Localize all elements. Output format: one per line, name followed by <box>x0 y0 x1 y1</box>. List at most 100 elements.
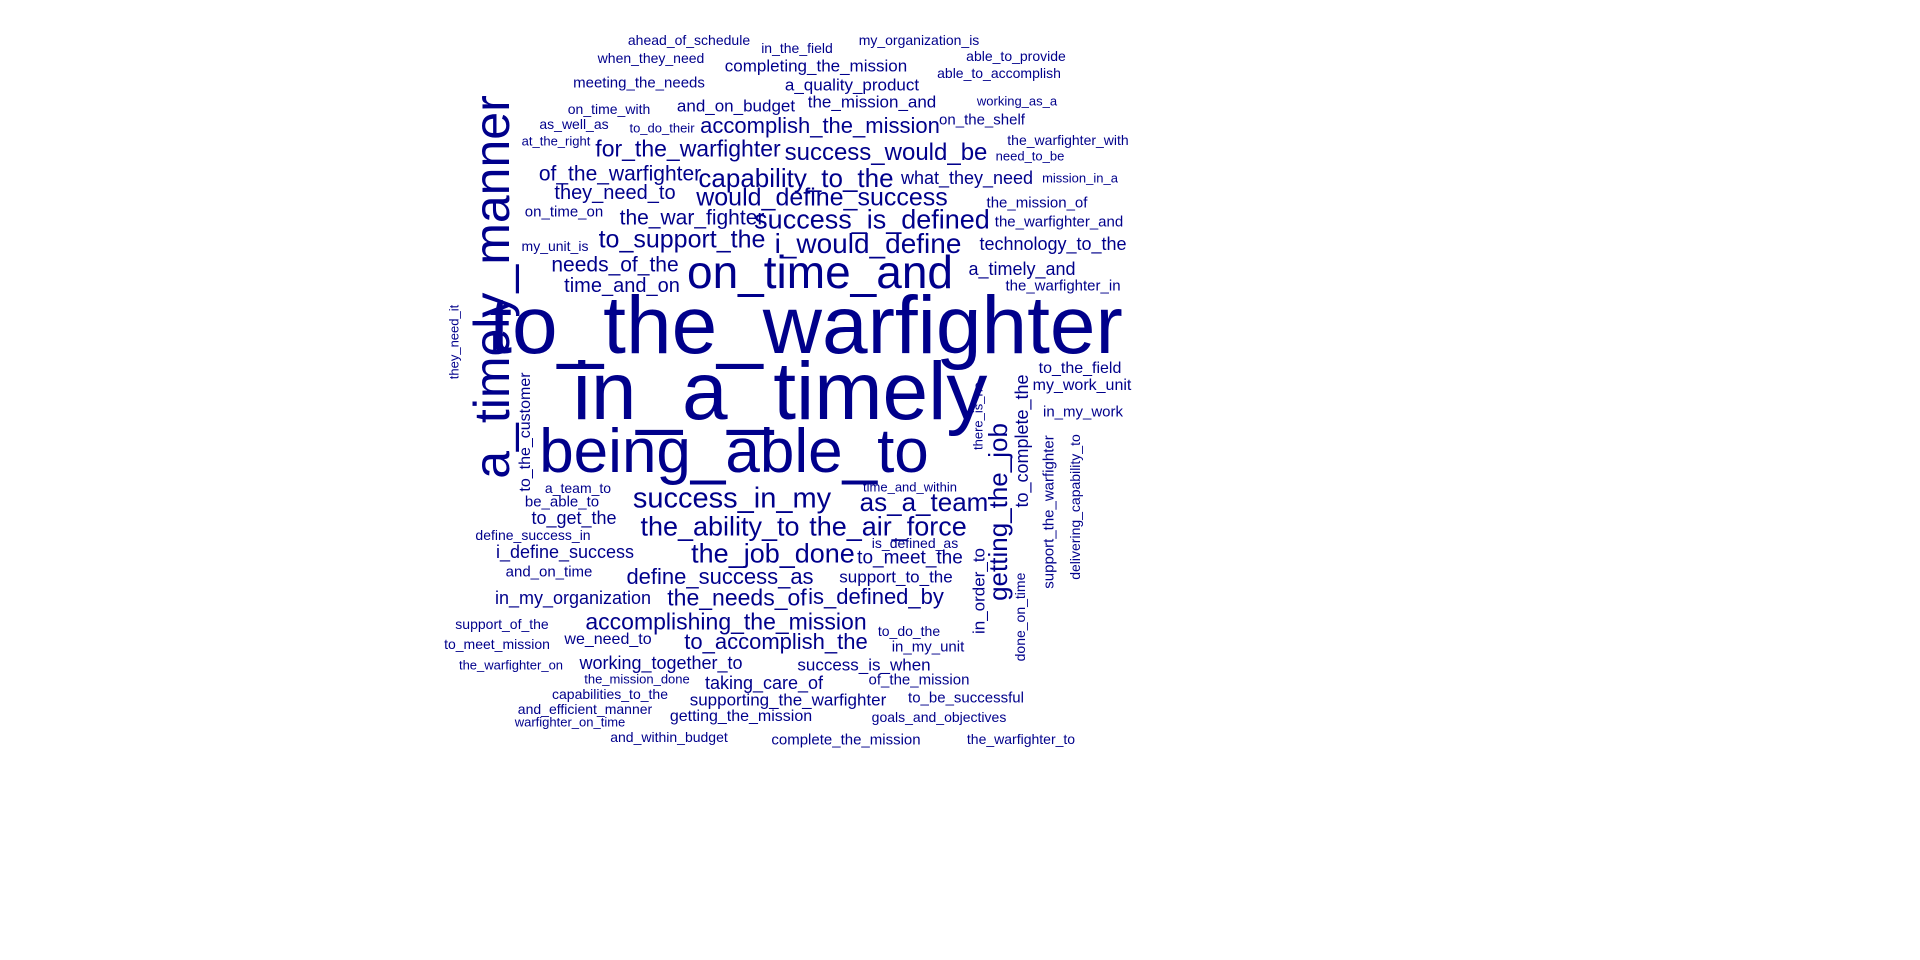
cloud-word: is_defined_by <box>808 584 944 609</box>
cloud-word: on_the_shelf <box>939 111 1025 129</box>
cloud-word: and_within_budget <box>610 729 728 745</box>
cloud-word: in_order_to <box>969 547 989 635</box>
cloud-word: technology_to_the <box>979 234 1127 254</box>
cloud-word: support_of_the <box>455 616 549 632</box>
cloud-word: in_a_timely <box>572 346 988 437</box>
cloud-word: to_support_the <box>598 225 766 254</box>
cloud-word: goals_and_objectives <box>871 709 1007 725</box>
cloud-word: at_the_right <box>521 133 591 149</box>
cloud-word: a_team_to <box>544 480 612 496</box>
cloud-word: done_on_time <box>1012 572 1028 662</box>
cloud-word: of_the_mission <box>868 671 970 689</box>
cloud-word: to_complete_the <box>1012 374 1032 508</box>
cloud-word: on_time_on <box>524 203 604 221</box>
cloud-word: to_accomplish_the <box>684 629 868 654</box>
cloud-word: for_the_warfighter <box>595 135 781 162</box>
cloud-word: define_success_in <box>475 527 591 543</box>
cloud-word: accomplishing_the_mission <box>585 608 867 635</box>
cloud-word: a_quality_product <box>784 75 920 95</box>
cloud-word: able_to_accomplish <box>937 65 1061 81</box>
cloud-word: capability_to_the <box>698 163 894 193</box>
cloud-word: be_able_to <box>524 493 600 511</box>
cloud-word: we_need_to <box>564 631 652 648</box>
cloud-word: delivering_capability_to <box>1067 434 1083 580</box>
cloud-word: meeting_the_needs <box>573 74 705 92</box>
cloud-word: the_warfighter_on <box>458 657 564 673</box>
cloud-word: on_time_with <box>567 101 651 117</box>
cloud-word: of_the_warfighter <box>538 162 702 186</box>
cloud-word: to_do_their <box>629 120 695 136</box>
cloud-word: supporting_the_warfighter <box>689 690 887 710</box>
cloud-word: support_to_the <box>839 567 953 587</box>
cloud-word: the_ability_to <box>640 511 800 542</box>
cloud-word: success_is_defined <box>754 204 990 235</box>
cloud-word: and_efficient_manner <box>517 701 653 717</box>
cloud-word: would_define_success <box>696 183 948 212</box>
cloud-word: the_war_fighter <box>619 206 765 230</box>
cloud-word: able_to_provide <box>966 48 1066 64</box>
cloud-word: in_my_unit <box>891 638 965 656</box>
cloud-word: being_able_to <box>539 417 929 486</box>
cloud-word: the_mission_of <box>986 194 1088 212</box>
cloud-word: my_organization_is <box>858 32 980 48</box>
cloud-word: time_and_within <box>863 479 957 495</box>
cloud-word: in_my_organization <box>494 588 652 608</box>
cloud-word: success_in_my <box>632 482 832 515</box>
cloud-word: my_work_unit <box>1032 377 1132 394</box>
cloud-word: the_mission_and <box>807 92 937 112</box>
cloud-word: define_success_as <box>626 564 814 589</box>
cloud-word: the_mission_done <box>584 671 690 687</box>
cloud-word: when_they_need <box>597 50 705 66</box>
cloud-word: the_air_force <box>809 511 967 542</box>
cloud-word: to_do_the <box>877 623 941 639</box>
cloud-word: to_meet_the <box>857 547 963 569</box>
cloud-word: mission_in_a <box>1042 170 1118 186</box>
cloud-word: warfighter_on_time <box>514 714 626 730</box>
cloud-word: the_job_done <box>691 538 855 569</box>
cloud-word: completing_the_mission <box>724 56 908 76</box>
cloud-word: to_the_warfighter <box>489 280 1123 371</box>
cloud-word: to_meet_mission <box>444 636 550 652</box>
cloud-word: they_need_it <box>446 304 462 380</box>
cloud-word: i_define_success <box>495 542 635 562</box>
cloud-word: to_the_field <box>1038 360 1122 377</box>
cloud-word: success_would_be <box>784 139 988 166</box>
cloud-word: the_warfighter_with <box>1007 132 1129 148</box>
cloud-word: i_would_define <box>774 228 962 259</box>
cloud-word: needs_of_the <box>551 253 679 277</box>
cloud-word: support_the_warfighter <box>1040 435 1058 589</box>
cloud-word: taking_care_of <box>704 673 824 693</box>
cloud-word: accomplish_the_mission <box>700 113 940 138</box>
cloud-word: getting_the_job <box>983 423 1013 601</box>
cloud-word: the_needs_of <box>667 584 807 611</box>
cloud-word: capabilities_to_the <box>552 686 668 702</box>
cloud-word: my_unit_is <box>521 238 589 254</box>
cloud-word: the_warfighter_in <box>1005 277 1121 295</box>
cloud-word: as_well_as <box>539 116 609 132</box>
cloud-word: as_a_team <box>859 487 989 517</box>
cloud-word: and_on_budget <box>676 96 796 116</box>
cloud-word: they_need_to <box>554 182 676 204</box>
cloud-word: is_defined_as <box>871 535 959 551</box>
cloud-word: a_timely_manner <box>464 95 520 479</box>
cloud-word: the_warfighter_to <box>966 731 1076 747</box>
cloud-word: time_and_on <box>564 275 680 297</box>
cloud-word: working_together_to <box>579 653 743 673</box>
cloud-word: need_to_be <box>995 148 1065 164</box>
cloud-word: the_warfighter_and <box>994 213 1124 231</box>
cloud-word: success_is_when <box>797 655 931 675</box>
cloud-word: complete_the_mission <box>771 731 921 749</box>
cloud-word: in_my_work <box>1042 403 1124 421</box>
cloud-word: on_time_and <box>687 246 953 298</box>
cloud-word: what_they_need <box>900 168 1034 188</box>
cloud-word: to_be_successful <box>908 689 1024 707</box>
cloud-word: there_is_no <box>970 382 986 450</box>
cloud-word: and_on_time <box>505 563 593 581</box>
cloud-word: a_timely_and <box>968 259 1076 279</box>
cloud-word: to_the_customer <box>517 372 534 492</box>
cloud-word: ahead_of_schedule <box>627 32 751 48</box>
cloud-word: in_the_field <box>761 40 833 56</box>
cloud-word: getting_the_mission <box>669 708 813 725</box>
cloud-word: to_get_the <box>531 508 617 528</box>
